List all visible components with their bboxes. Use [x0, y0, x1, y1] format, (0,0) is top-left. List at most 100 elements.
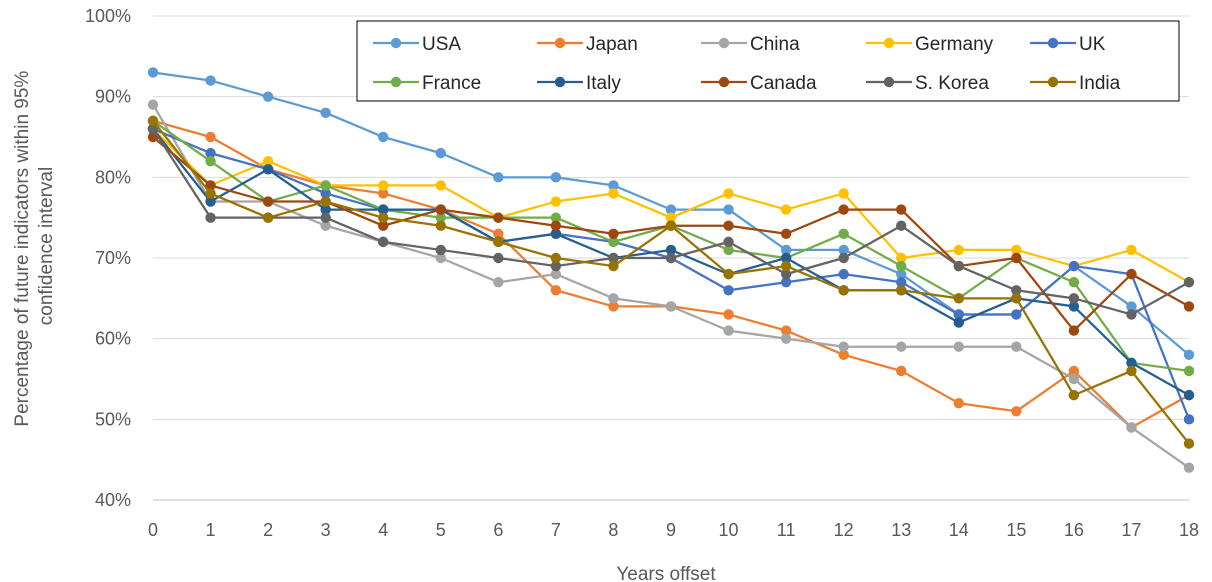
- x-tick-label: 15: [1006, 520, 1026, 540]
- data-point-italy: [953, 317, 964, 328]
- data-point-canada: [262, 196, 274, 207]
- data-point-uk: [1011, 309, 1022, 320]
- data-point-s-korea: [435, 244, 446, 256]
- data-point-india: [550, 252, 562, 264]
- data-point-india: [378, 212, 389, 223]
- data-point-india: [493, 236, 504, 248]
- data-point-japan: [896, 365, 907, 377]
- x-axis-ticks: 0 1 2 3 4 5 6 7 8 9 10 11 12 13 14 15 16 17 18: [148, 520, 1199, 540]
- data-point-china: [838, 341, 849, 352]
- legend-item-india: India: [1030, 73, 1121, 94]
- y-tick-label: 100%: [85, 6, 131, 26]
- y-axis-title-line-2: confidence interval: [36, 167, 57, 325]
- legend-swatch-marker: [718, 76, 730, 88]
- data-point-canada: [723, 220, 734, 231]
- data-point-canada: [1011, 252, 1022, 264]
- x-tick-label: 0: [148, 520, 158, 540]
- y-tick-label: 70%: [95, 248, 131, 268]
- data-point-usa: [435, 147, 446, 159]
- data-point-usa: [205, 75, 216, 86]
- data-point-uk: [320, 188, 331, 199]
- data-point-usa: [262, 91, 274, 102]
- data-point-s-korea: [205, 212, 216, 223]
- data-point-uk: [1068, 260, 1080, 272]
- legend-label: Germany: [915, 34, 994, 55]
- data-point-usa: [780, 244, 792, 256]
- legend-label: France: [422, 73, 481, 94]
- data-point-germany: [1011, 244, 1022, 256]
- data-point-uk: [896, 277, 907, 288]
- data-point-china: [1183, 462, 1195, 473]
- series-line-uk: [152, 127, 1191, 420]
- legend-swatch-marker: [1047, 76, 1059, 88]
- data-point-uk: [953, 309, 964, 320]
- legend-label: Japan: [586, 34, 638, 55]
- data-point-china: [780, 333, 792, 344]
- data-point-canada: [550, 220, 562, 231]
- data-point-s-korea: [780, 268, 792, 280]
- data-point-s-korea: [147, 123, 159, 135]
- data-point-canada: [838, 204, 849, 215]
- data-point-usa: [1183, 349, 1195, 360]
- legend-swatch-marker: [554, 37, 566, 49]
- data-point-s-korea: [1011, 285, 1022, 296]
- data-point-india: [435, 220, 446, 231]
- x-tick-label: 11: [777, 520, 796, 540]
- data-point-japan: [1011, 406, 1022, 417]
- data-point-china: [896, 341, 907, 352]
- y-tick-label: 40%: [95, 490, 131, 510]
- y-axis-title: Percentage of future indicators within 9…: [12, 65, 57, 426]
- data-point-canada: [205, 180, 216, 191]
- y-tick-label: 50%: [95, 409, 131, 429]
- data-point-uk: [1183, 414, 1195, 425]
- data-point-germany: [1126, 244, 1137, 256]
- data-point-india: [953, 293, 964, 304]
- data-point-india: [1126, 365, 1137, 377]
- data-point-france: [435, 212, 446, 223]
- data-point-germany: [550, 196, 562, 207]
- data-point-japan: [205, 131, 216, 143]
- data-point-canada: [780, 228, 792, 239]
- series-canada: [147, 131, 1195, 336]
- data-point-s-korea: [896, 220, 907, 231]
- data-point-usa: [896, 268, 907, 280]
- data-point-usa: [1126, 301, 1137, 312]
- x-tick-label: 17: [1121, 520, 1141, 540]
- data-point-canada: [1126, 268, 1137, 280]
- data-point-uk: [780, 277, 792, 288]
- data-point-france: [723, 244, 734, 256]
- data-point-china: [723, 325, 734, 336]
- data-point-canada: [493, 212, 504, 223]
- y-tick-label: 60%: [95, 329, 131, 349]
- data-point-usa: [665, 204, 677, 215]
- data-point-italy: [665, 244, 677, 256]
- data-point-italy: [550, 228, 562, 239]
- data-point-india: [147, 115, 159, 127]
- data-point-india: [1068, 389, 1080, 401]
- data-point-india: [320, 196, 331, 207]
- data-point-japan: [723, 309, 734, 320]
- data-point-usa: [147, 67, 159, 78]
- data-point-china: [1126, 422, 1137, 433]
- series-japan: [147, 115, 1195, 433]
- series-s-korea: [147, 123, 1195, 320]
- data-point-canada: [608, 228, 619, 239]
- legend-swatch-marker: [554, 76, 566, 88]
- series-uk: [147, 123, 1195, 425]
- data-point-japan: [493, 228, 504, 239]
- data-point-india: [723, 268, 734, 280]
- data-point-india: [262, 212, 274, 223]
- data-point-japan: [1068, 365, 1080, 377]
- data-point-usa: [320, 107, 331, 119]
- data-point-china: [953, 341, 964, 352]
- data-point-france: [550, 212, 562, 223]
- x-tick-label: 12: [834, 520, 854, 540]
- data-point-italy: [1126, 357, 1137, 369]
- legend-swatch-marker: [883, 37, 895, 49]
- data-point-s-korea: [953, 260, 964, 272]
- data-point-china: [1011, 341, 1022, 352]
- data-point-usa: [550, 172, 562, 183]
- series-layer: [147, 67, 1195, 473]
- x-tick-label: 10: [719, 520, 739, 540]
